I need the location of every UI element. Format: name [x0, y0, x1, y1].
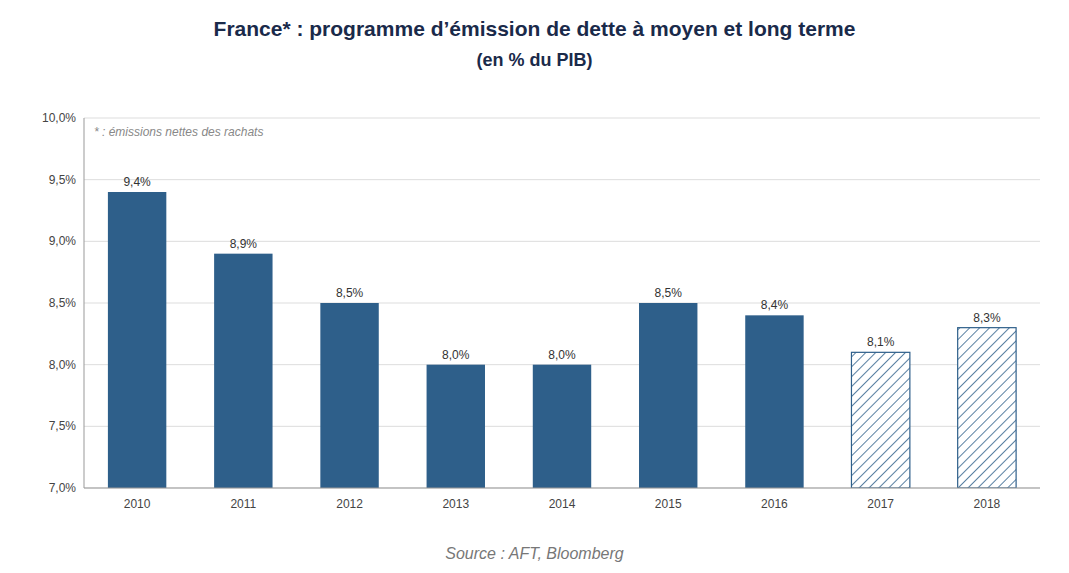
grid-line — [84, 241, 1040, 242]
bar-group — [320, 303, 378, 488]
y-tick-label: 9,0% — [49, 234, 77, 248]
bar — [639, 303, 697, 488]
y-tick-label: 8,0% — [49, 358, 77, 372]
bar-group — [214, 254, 272, 488]
x-tick-label: 2015 — [655, 497, 682, 511]
x-tick-label: 2014 — [549, 497, 576, 511]
x-tick-label: 2016 — [761, 497, 788, 511]
bar — [958, 328, 1016, 488]
bar-group — [639, 303, 697, 488]
bar-group — [958, 328, 1016, 488]
x-tick-label: 2018 — [974, 497, 1001, 511]
bar-hatch — [958, 328, 1016, 488]
y-tick-label: 10,0% — [42, 111, 76, 125]
chart-svg: France* : programme d’émission de dette … — [0, 0, 1069, 573]
grid-line — [84, 179, 1040, 180]
bar-hatch — [851, 352, 909, 488]
x-tick-label: 2010 — [124, 497, 151, 511]
bar-group — [851, 352, 909, 488]
y-axis-line — [84, 118, 85, 488]
y-tick-label: 7,5% — [49, 419, 77, 433]
chart-container: France* : programme d’émission de dette … — [0, 0, 1069, 573]
y-axis: 7,0% 7,5% 8,0% 8,5% 9,0% 9,5% 10,0% — [42, 111, 76, 495]
bar — [427, 365, 485, 488]
bars — [108, 192, 1016, 488]
grid-line — [84, 118, 1040, 119]
y-tick-label: 9,5% — [49, 173, 77, 187]
data-labels: 9,4% 8,9% 8,5% 8,0% 8,0% 8,5% 8,4% 8,1% 8,3% — [123, 175, 1000, 362]
data-label: 8,5% — [336, 286, 364, 300]
title: France* : programme d’émission de dette … — [214, 17, 856, 40]
bar-group — [745, 315, 803, 488]
x-tick-label: 2011 — [230, 497, 256, 511]
source: Source : AFT, Bloomberg — [445, 545, 624, 562]
bar-group — [427, 365, 485, 488]
bar — [851, 352, 909, 488]
y-tick-label: 8,5% — [49, 296, 77, 310]
x-tick-label: 2012 — [336, 497, 363, 511]
data-label: 8,9% — [230, 237, 258, 251]
x-axis: 2010 2011 2012 2013 2014 2015 2016 2017 2018 — [124, 497, 1001, 511]
bar — [745, 315, 803, 488]
x-tick-label: 2013 — [442, 497, 469, 511]
data-label: 8,5% — [655, 286, 683, 300]
bar — [108, 192, 166, 488]
x-tick-label: 2017 — [867, 497, 894, 511]
data-label: 9,4% — [123, 175, 151, 189]
data-label: 8,0% — [442, 348, 470, 362]
data-label: 8,0% — [548, 348, 576, 362]
bar-group — [533, 365, 591, 488]
note: * : émissions nettes des rachats — [94, 125, 263, 139]
data-label: 8,4% — [761, 298, 789, 312]
y-grid — [84, 118, 1040, 488]
subtitle: (en % du PIB) — [477, 50, 593, 70]
bar-group — [108, 192, 166, 488]
bar — [214, 254, 272, 488]
y-tick-label: 7,0% — [49, 481, 77, 495]
bar — [533, 365, 591, 488]
data-label: 8,1% — [867, 335, 895, 349]
bar — [320, 303, 378, 488]
grid-line — [84, 488, 1040, 489]
data-label: 8,3% — [973, 311, 1001, 325]
x-axis-line — [84, 488, 1040, 489]
